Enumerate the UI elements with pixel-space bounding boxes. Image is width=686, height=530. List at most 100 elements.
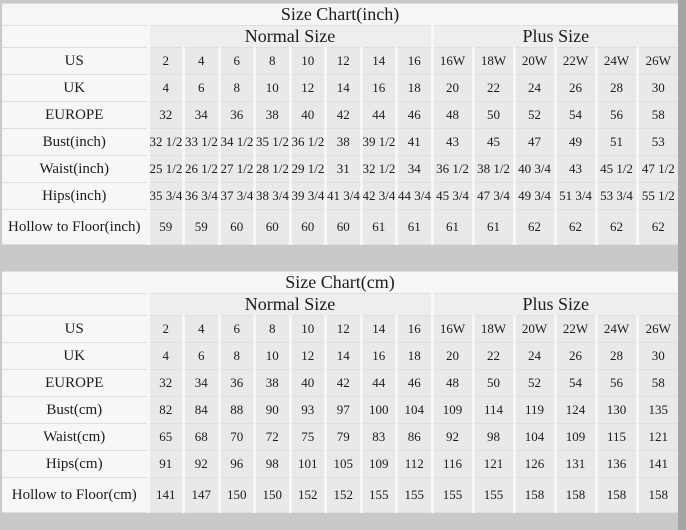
size-value-cell: 18 [395, 74, 432, 102]
size-value-cell: 44 [359, 101, 397, 129]
size-group-row: Normal Size Plus Size [2, 25, 679, 48]
size-value-cell: 101 [288, 450, 326, 478]
size-value-cell: 36 3/4 [182, 182, 219, 210]
size-value-cell: 53 [635, 128, 679, 156]
table-row: Waist(cm) 65 68 70 72 75 79 83 86 92 98 104 109 115 12… [2, 423, 679, 451]
size-value-cell: 40 [288, 369, 326, 397]
size-value-cell: 38 [324, 128, 361, 156]
size-value-cell: 36 [217, 369, 255, 397]
size-value-cell: 158 [553, 477, 596, 513]
size-value-cell: 8 [253, 315, 290, 343]
size-value-cell: 47 1/2 [635, 155, 679, 183]
size-value-cell: 91 [146, 450, 184, 478]
size-value-cell: 31 [324, 155, 361, 183]
size-value-cell: 24W [594, 315, 637, 343]
size-value-cell: 62 [512, 209, 555, 245]
size-value-cell: 56 [594, 369, 637, 397]
size-value-cell: 52 [512, 369, 555, 397]
size-value-cell: 26W [635, 315, 679, 343]
size-value-cell: 42 3/4 [359, 182, 397, 210]
row-label: Waist(cm) [2, 423, 148, 451]
table-row: Bust(inch) 32 1/2 33 1/2 34 1/2 35 1/2 36 1/2… [2, 128, 679, 156]
size-value-cell: 18W [471, 315, 514, 343]
table-row: Hips(inch) 35 3/4 36 3/4 37 3/4 38 3/4 39 3/4… [2, 182, 679, 210]
row-label: Hollow to Floor(inch) [2, 209, 148, 245]
size-group-header: Plus Size [430, 293, 679, 316]
row-label: Hips(inch) [2, 182, 148, 210]
size-value-cell: 22 [471, 74, 514, 102]
size-value-cell: 104 [512, 423, 555, 451]
size-value-cell: 24 [512, 342, 555, 370]
size-value-cell: 152 [288, 477, 326, 513]
size-value-cell: 22 [471, 342, 514, 370]
size-value-cell: 62 [553, 209, 596, 245]
table-row: EUROPE 32 34 36 38 40 42 44 46 48 50 52 54 56 58 [2, 369, 679, 397]
size-value-cell: 155 [395, 477, 432, 513]
size-value-cell: 100 [359, 396, 397, 424]
size-value-cell: 20W [512, 47, 555, 75]
table-title: Size Chart(cm) [2, 271, 679, 294]
size-value-cell: 135 [635, 396, 679, 424]
size-value-cell: 16 [395, 47, 432, 75]
size-value-cell: 4 [182, 315, 219, 343]
size-value-cell: 61 [395, 209, 432, 245]
table-row: Hollow to Floor(cm) 141 147 150 150 152 152 155… [2, 477, 679, 513]
size-value-cell: 60 [253, 209, 290, 245]
size-value-cell: 93 [288, 396, 326, 424]
size-value-cell: 49 [553, 128, 596, 156]
size-value-cell: 115 [594, 423, 637, 451]
table-title: Size Chart(inch) [2, 3, 679, 26]
size-value-cell: 40 [288, 101, 326, 129]
row-label: UK [2, 74, 148, 102]
size-value-cell: 51 3/4 [553, 182, 596, 210]
size-value-cell: 61 [430, 209, 473, 245]
row-label: Bust(cm) [2, 396, 148, 424]
size-value-cell: 26 [553, 342, 596, 370]
size-value-cell: 104 [395, 396, 432, 424]
size-value-cell: 45 [471, 128, 514, 156]
size-value-cell: 38 3/4 [253, 182, 290, 210]
size-value-cell: 109 [553, 423, 596, 451]
size-value-cell: 43 [430, 128, 473, 156]
size-value-cell: 88 [217, 396, 255, 424]
size-value-cell: 27 1/2 [217, 155, 255, 183]
size-value-cell: 36 [217, 101, 255, 129]
size-value-cell: 16 [395, 315, 432, 343]
size-value-cell: 2 [146, 315, 184, 343]
size-value-cell: 150 [217, 477, 255, 513]
size-value-cell: 54 [553, 369, 596, 397]
size-value-cell: 20 [430, 342, 473, 370]
size-value-cell: 28 [594, 342, 637, 370]
size-group-row: Normal Size Plus Size [2, 293, 679, 316]
size-value-cell: 68 [182, 423, 219, 451]
row-label: Bust(inch) [2, 128, 148, 156]
size-value-cell: 28 1/2 [253, 155, 290, 183]
size-value-cell: 12 [288, 342, 326, 370]
size-value-cell: 53 3/4 [594, 182, 637, 210]
size-value-cell: 6 [182, 74, 219, 102]
size-value-cell: 8 [253, 47, 290, 75]
table-row: Waist(inch) 25 1/2 26 1/2 27 1/2 28 1/2 29 1/… [2, 155, 679, 183]
size-value-cell: 70 [217, 423, 255, 451]
size-value-cell: 38 [253, 101, 290, 129]
size-value-cell: 152 [324, 477, 361, 513]
size-value-cell: 6 [217, 315, 255, 343]
size-value-cell: 32 1/2 [146, 128, 184, 156]
size-value-cell: 18W [471, 47, 514, 75]
size-value-cell: 82 [146, 396, 184, 424]
size-value-cell: 62 [635, 209, 679, 245]
size-value-cell: 14 [359, 315, 397, 343]
row-label: EUROPE [2, 369, 148, 397]
size-value-cell: 84 [182, 396, 219, 424]
size-value-cell: 41 [395, 128, 432, 156]
size-value-cell: 35 1/2 [253, 128, 290, 156]
size-value-cell: 50 [471, 369, 514, 397]
size-value-cell: 34 [395, 155, 432, 183]
size-value-cell: 48 [430, 101, 473, 129]
table-title-row: Size Chart(inch) [2, 3, 679, 26]
size-value-cell: 45 3/4 [430, 182, 473, 210]
size-value-cell: 39 1/2 [359, 128, 397, 156]
size-value-cell: 126 [512, 450, 555, 478]
row-label: UK [2, 342, 148, 370]
size-value-cell: 92 [182, 450, 219, 478]
